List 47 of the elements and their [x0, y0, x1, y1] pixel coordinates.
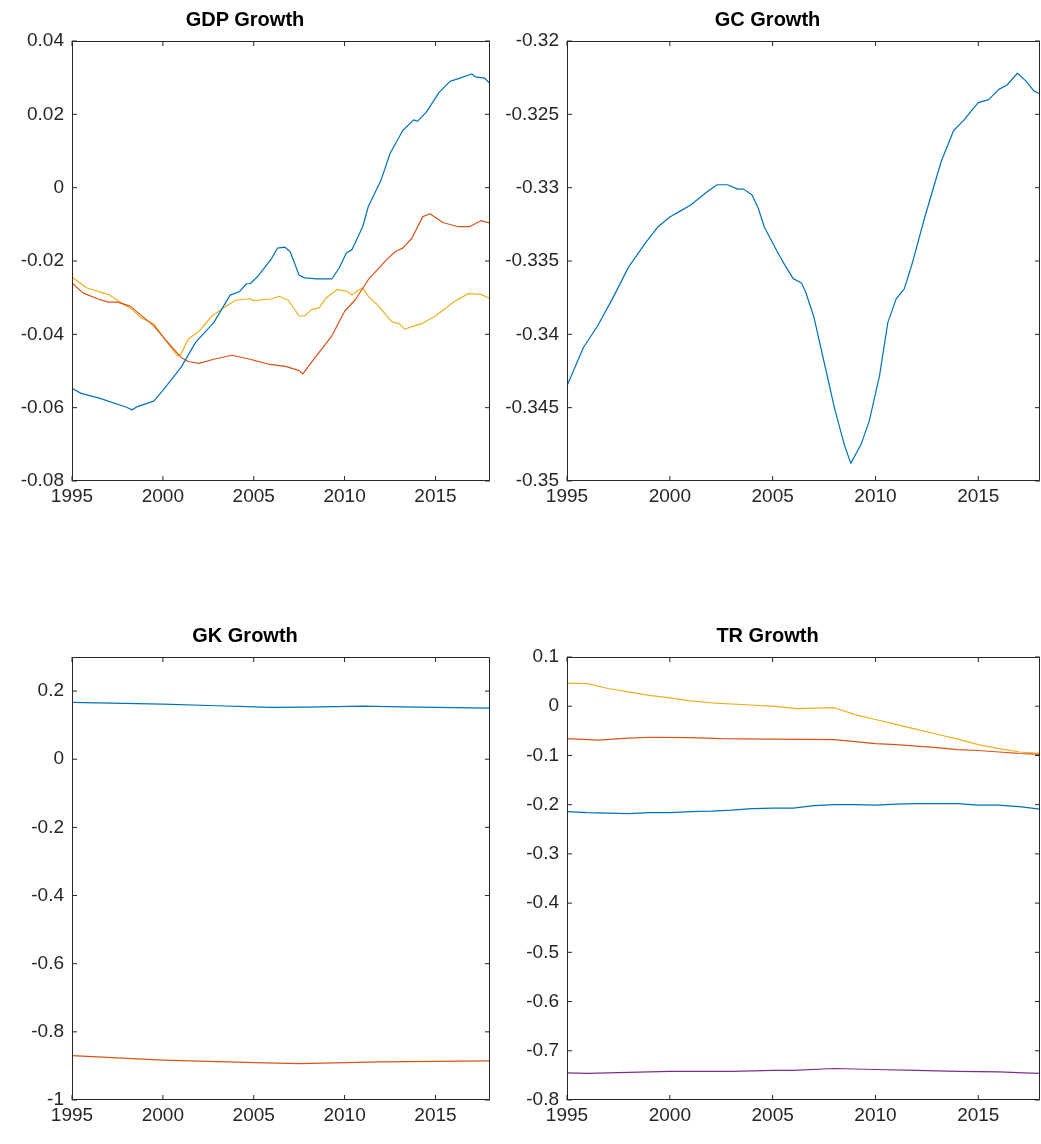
- x-tick-label: 2005: [751, 484, 794, 506]
- y-tick-label: -0.8: [31, 1020, 64, 1042]
- y-tick-label: 0.02: [27, 102, 64, 124]
- x-tick-label: 2015: [414, 1103, 457, 1125]
- y-tick-label: -0.4: [526, 891, 560, 913]
- x-tick-label: 2010: [854, 1103, 897, 1125]
- x-tick-label: 2005: [751, 1103, 794, 1125]
- y-tick-label: -0.6: [526, 989, 559, 1011]
- y-tick-label: -0.2: [526, 792, 559, 814]
- x-tick-label: 2000: [648, 484, 691, 506]
- chart-title: GDP Growth: [185, 7, 305, 30]
- y-tick-label: -0.335: [505, 249, 559, 271]
- chart-title: GC Growth: [714, 7, 821, 30]
- y-tick-label: -0.5: [526, 940, 559, 962]
- x-tick-label: 2005: [232, 1103, 275, 1125]
- y-tick-label: 0: [548, 694, 559, 716]
- y-tick-label: 0.1: [532, 645, 559, 667]
- x-tick-label: 2005: [232, 484, 275, 506]
- x-tick-label: 2015: [957, 1103, 1000, 1125]
- y-tick-label: -0.6: [31, 951, 64, 973]
- y-tick-label: -0.345: [505, 395, 559, 417]
- y-tick-label: -0.04: [20, 322, 65, 344]
- y-tick-label: 0: [53, 747, 64, 769]
- y-tick-label: -0.1: [526, 743, 559, 765]
- x-tick-label: 2010: [854, 484, 897, 506]
- x-tick-label: 2000: [648, 1103, 691, 1125]
- y-tick-label: 0.04: [27, 29, 65, 51]
- y-tick-label: 0: [53, 175, 64, 197]
- x-tick-label: 2000: [141, 484, 185, 506]
- y-tick-label: -0.4: [31, 883, 65, 905]
- y-tick-label: 0.2: [37, 679, 64, 701]
- chart-title: TR Growth: [716, 623, 819, 646]
- y-tick-label: -0.02: [20, 249, 64, 271]
- y-tick-label: -0.325: [505, 102, 559, 124]
- x-tick-label: 2015: [957, 484, 1000, 506]
- y-tick-label: -0.06: [20, 395, 64, 417]
- chart-title: GK Growth: [192, 623, 298, 646]
- x-tick-label: 2015: [414, 484, 457, 506]
- y-tick-label: -0.32: [515, 29, 559, 51]
- y-tick-label: -0.7: [526, 1039, 559, 1061]
- y-tick-label: -0.3: [526, 842, 559, 864]
- y-tick-label: -0.33: [515, 175, 559, 197]
- x-tick-label: 2010: [323, 484, 366, 506]
- x-tick-label: 2010: [323, 1103, 366, 1125]
- x-tick-label: 2000: [141, 1103, 185, 1125]
- y-tick-label: -0.2: [31, 815, 64, 837]
- y-tick-label: -0.34: [515, 322, 560, 344]
